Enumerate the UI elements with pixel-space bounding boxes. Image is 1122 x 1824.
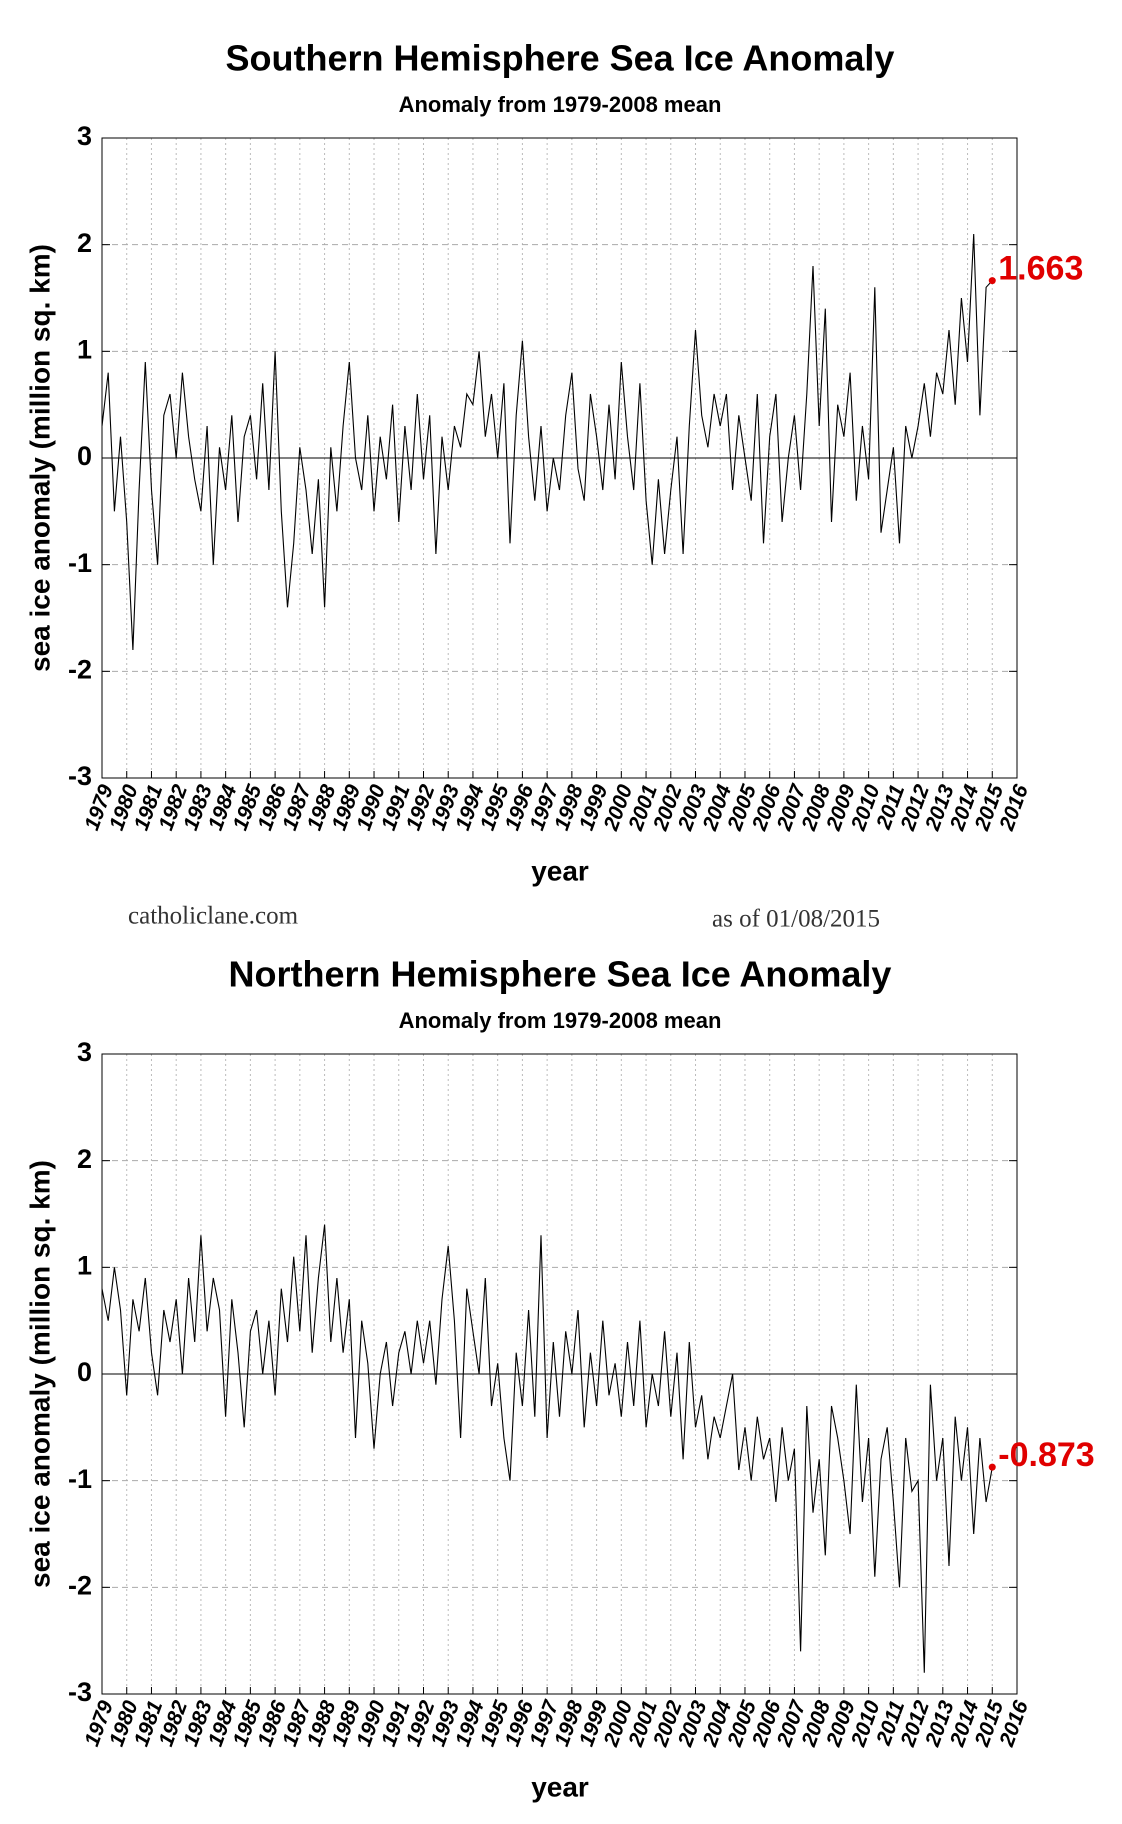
x-axis-label: year (531, 855, 589, 886)
y-tick-label: 3 (77, 1037, 92, 1067)
chart-title: Southern Hemisphere Sea Ice Anomaly (226, 38, 895, 79)
y-tick-label: -2 (68, 1570, 92, 1600)
watermark-site: catholiclane.com (128, 903, 299, 930)
chart-title: Northern Hemisphere Sea Ice Anomaly (229, 954, 892, 995)
y-tick-label: 2 (77, 1144, 92, 1174)
y-tick-label: -1 (68, 1464, 92, 1494)
plot-frame (101, 1053, 1018, 1695)
chart-subtitle: Anomaly from 1979-2008 mean (399, 92, 722, 117)
y-axis-label: sea ice anomaly (million sq. km) (24, 1160, 55, 1588)
last-point (988, 277, 996, 285)
y-tick-label: 2 (77, 228, 92, 258)
data-line (101, 233, 993, 651)
y-tick-label: 1 (77, 334, 92, 364)
data-line (101, 1224, 993, 1673)
watermark-date: as of 01/08/2015 (712, 906, 880, 933)
last-value-label: -0.873 (998, 1436, 1094, 1474)
y-axis-label: sea ice anomaly (million sq. km) (24, 244, 55, 672)
y-tick-label: 1 (77, 1250, 92, 1280)
y-tick-label: 3 (77, 121, 92, 151)
y-tick-label: -2 (68, 654, 92, 684)
last-value-label: 1.663 (998, 250, 1083, 288)
y-tick-label: -3 (68, 761, 92, 791)
plot-frame (101, 137, 1018, 779)
chart-subtitle: Anomaly from 1979-2008 mean (399, 1008, 722, 1033)
y-tick-label: 0 (77, 441, 92, 471)
y-tick-label: -3 (68, 1677, 92, 1707)
last-point (988, 1463, 996, 1471)
y-tick-label: -1 (68, 548, 92, 578)
y-tick-label: 0 (77, 1357, 92, 1387)
x-axis-label: year (531, 1771, 589, 1802)
